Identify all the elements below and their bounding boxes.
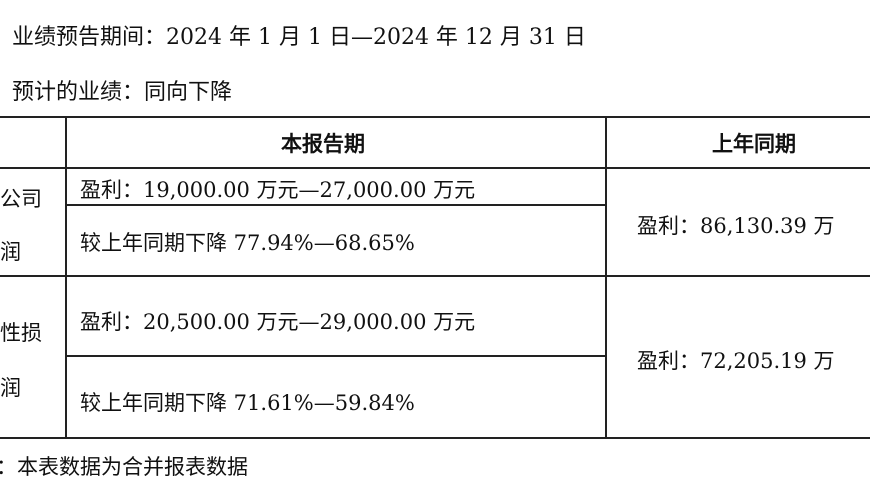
prior-profit: 盈利：72,205.19 万 — [637, 349, 835, 373]
table-rule — [66, 355, 606, 357]
row-label: 公司 — [0, 187, 42, 211]
profit-range: 盈利：19,000.00 万元—27,000.00 万元 — [80, 178, 476, 202]
header-prior-period: 上年同期 — [712, 132, 796, 156]
header-current-period: 本报告期 — [281, 132, 365, 156]
profit-range: 盈利：20,500.00 万元—29,000.00 万元 — [80, 310, 476, 334]
table-border-top — [0, 116, 870, 118]
table-rule — [0, 167, 870, 169]
table-rule — [65, 116, 67, 439]
row-label: 润 — [0, 240, 21, 264]
change-range: 较上年同期下降 77.94%—68.65% — [80, 231, 415, 255]
table-rule — [605, 116, 607, 439]
forecast-direction: 预计的业绩：同向下降 — [12, 80, 233, 105]
table-rule — [66, 204, 606, 206]
table-rule — [0, 275, 870, 277]
change-range: 较上年同期下降 71.61%—59.84% — [80, 391, 415, 415]
table-note: ：本表数据为合并报表数据 — [0, 455, 248, 479]
table-border-bottom — [0, 437, 870, 439]
row-label: 性损 — [0, 321, 42, 345]
row-label: 润 — [0, 376, 21, 400]
forecast-period: 业绩预告期间：2024 年 1 月 1 日—2024 年 12 月 31 日 — [12, 25, 586, 50]
prior-profit: 盈利：86,130.39 万 — [637, 214, 835, 238]
